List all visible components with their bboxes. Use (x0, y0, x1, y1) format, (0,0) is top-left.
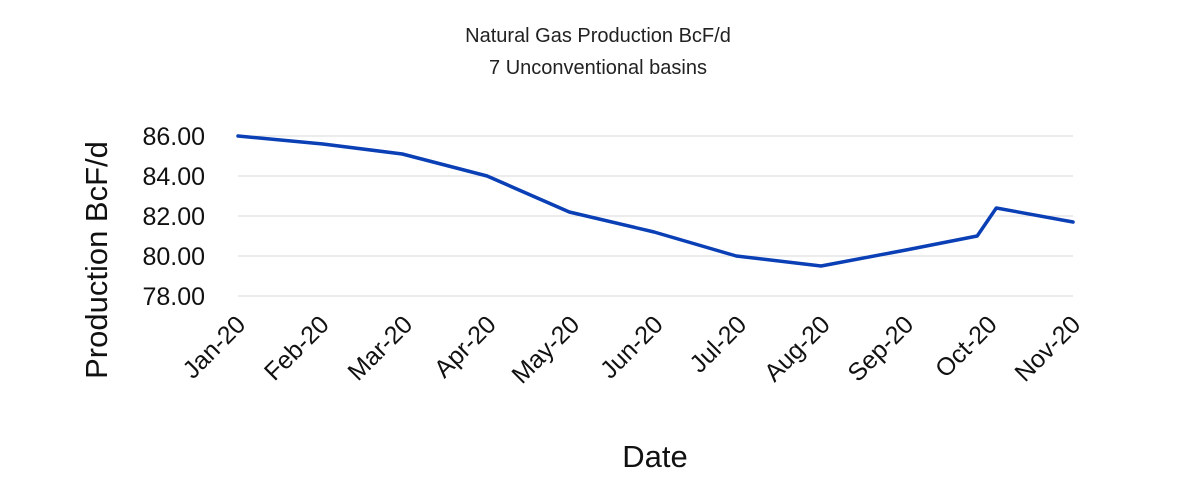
series-layer (236, 134, 1075, 268)
data-point (401, 153, 404, 156)
x-tick-label: Nov-20 (1009, 310, 1086, 387)
y-tick-label: 80.00 (142, 243, 205, 271)
chart-title: Natural Gas Production BcF/d (465, 25, 731, 47)
data-point (486, 175, 489, 178)
x-tick-label: Sep-20 (842, 310, 919, 387)
x-tick-label: Jul-20 (684, 310, 752, 378)
data-point (820, 265, 823, 268)
y-axis-ticks: 78.00 80.00 82.00 84.00 86.00 (142, 123, 205, 311)
x-tick-label: Feb-20 (259, 310, 335, 386)
data-point (1072, 221, 1075, 224)
data-point (735, 255, 738, 258)
y-tick-label: 84.00 (142, 163, 205, 191)
gridlines (238, 135, 1073, 297)
series-line (236, 134, 1075, 268)
y-axis-label: Production BcF/d (79, 141, 114, 379)
y-tick-label: 82.00 (142, 203, 205, 231)
data-point (995, 207, 998, 210)
y-tick-label: 86.00 (142, 123, 205, 151)
x-tick-label: May-20 (506, 310, 585, 389)
data-point (237, 135, 240, 138)
x-tick-label: Apr-20 (429, 310, 502, 383)
data-point (976, 235, 979, 238)
x-tick-label: Jun-20 (595, 310, 669, 384)
data-point (568, 211, 571, 214)
x-axis-label: Date (622, 439, 687, 474)
x-axis-ticks: Jan-20 Feb-20 Mar-20 Apr-20 May-20 Jun-20 Jul-… (177, 310, 1086, 389)
x-tick-label: Oct-20 (930, 310, 1003, 383)
chart-subtitle: 7 Unconventional basins (489, 57, 707, 79)
data-point (653, 231, 656, 234)
data-point (905, 249, 908, 252)
x-tick-label: Aug-20 (759, 310, 836, 387)
data-point (321, 143, 324, 146)
x-tick-label: Mar-20 (342, 310, 418, 386)
y-tick-label: 78.00 (142, 283, 205, 311)
x-tick-label: Jan-20 (177, 310, 251, 384)
